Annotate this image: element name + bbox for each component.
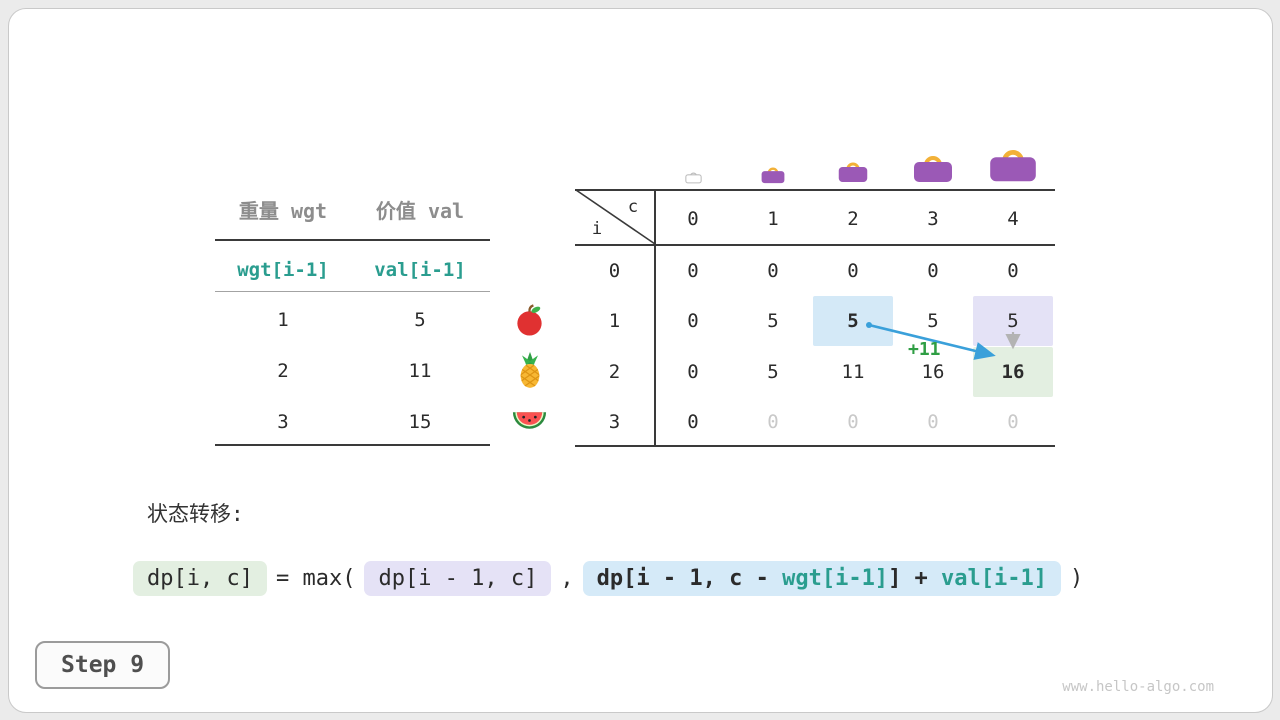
formula-close-paren: ): [1070, 566, 1084, 591]
bag-xlarge-icon: [989, 141, 1037, 183]
state-transition-formula: dp[i, c] = max( dp[i - 1, c] , dp[i - 1,…: [133, 561, 1092, 596]
dp-cell: 0: [927, 260, 939, 282]
bag-small-icon: [761, 163, 785, 184]
dp-cell: 0: [687, 310, 699, 332]
bag-medium-icon: [838, 157, 868, 183]
formula-arg2-val: val[i-1]: [941, 566, 1048, 591]
apple-icon: [512, 302, 547, 337]
dp-col-header: 3: [927, 208, 939, 230]
formula-arg2-chip: dp[i - 1, c - wgt[i-1]] + val[i-1]: [582, 561, 1062, 596]
step-badge: Step 9: [35, 641, 171, 689]
item-value: 11: [408, 360, 432, 382]
transfer-value-annotation: +11: [908, 339, 941, 360]
items-bottom-rule: [215, 444, 490, 446]
dp-col-header: 4: [1007, 208, 1019, 230]
dp-row-header: 2: [608, 361, 621, 383]
dp-cell: 11: [841, 361, 865, 383]
item-value: 5: [414, 309, 426, 331]
dp-row-header: 0: [608, 260, 621, 282]
dp-cell: 0: [1007, 260, 1019, 282]
bag-large-icon: [913, 149, 953, 183]
dp-header-rule: [575, 244, 1055, 246]
watermelon-icon: [510, 408, 549, 434]
state-transition-label: 状态转移:: [147, 502, 244, 526]
items-col-header-value: 价值 val: [375, 199, 465, 223]
dp-cell: 0: [767, 411, 779, 433]
dp-bottom-rule: [575, 445, 1055, 447]
items-col-header-weight: 重量 wgt: [238, 199, 328, 223]
item-weight: 1: [277, 309, 289, 331]
items-var-rule: [215, 291, 490, 292]
formula-operator: = max(: [275, 566, 356, 591]
dp-col-header: 0: [687, 208, 699, 230]
dp-col-header: 1: [767, 208, 779, 230]
dp-cell: 0: [687, 361, 699, 383]
dp-corner-row-var: i: [591, 219, 603, 239]
dp-top-rule: [575, 189, 1055, 191]
dp-cell-source: 5: [847, 310, 859, 332]
dp-col-header: 2: [847, 208, 859, 230]
dp-cell: 0: [847, 260, 859, 282]
dp-cell: 0: [927, 411, 939, 433]
dp-row-header: 1: [608, 310, 621, 332]
formula-lhs-chip: dp[i, c]: [133, 561, 267, 596]
dp-row-header: 3: [608, 411, 621, 433]
item-value: 15: [408, 411, 432, 433]
items-var-val: val[i-1]: [374, 259, 466, 281]
pineapple-icon: [514, 351, 546, 390]
formula-arg2-part1: dp[i - 1, c -: [596, 566, 783, 591]
dp-vertical-rule: [654, 189, 656, 447]
dp-cell: 5: [767, 361, 779, 383]
item-weight: 2: [277, 360, 289, 382]
dp-cell: 16: [921, 361, 945, 383]
item-weight: 3: [277, 411, 289, 433]
dp-corner-col-var: c: [627, 197, 639, 217]
formula-comma: ,: [560, 566, 574, 591]
items-var-wgt: wgt[i-1]: [237, 259, 329, 281]
dp-cell: 5: [927, 310, 939, 332]
dp-cell: 0: [1007, 411, 1019, 433]
dp-cell: 0: [767, 260, 779, 282]
dp-cell: 5: [767, 310, 779, 332]
dp-cell-inherit: 5: [1007, 310, 1019, 332]
formula-arg2-part2: ] +: [888, 566, 942, 591]
watermark: www.hello-algo.com: [1062, 679, 1214, 695]
dp-cell: 0: [847, 411, 859, 433]
dp-cell: 0: [687, 411, 699, 433]
dp-cell-target: 16: [1001, 361, 1025, 383]
formula-arg2-wgt: wgt[i-1]: [782, 566, 889, 591]
dp-cell: 0: [687, 260, 699, 282]
bag-outline-icon: [685, 169, 702, 184]
items-header-rule: [215, 239, 490, 241]
formula-arg1-chip: dp[i - 1, c]: [364, 561, 552, 596]
